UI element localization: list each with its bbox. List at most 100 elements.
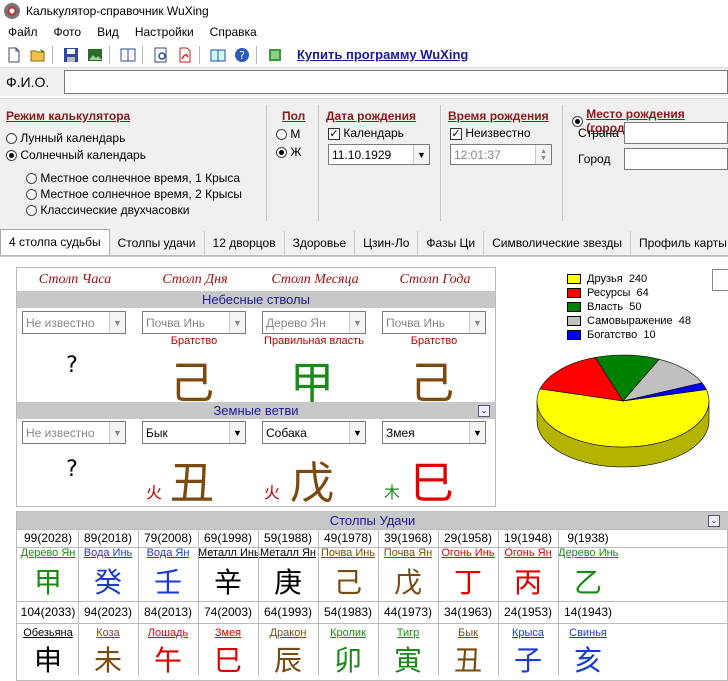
tab-jing-luo[interactable]: Цзин-Ло (355, 231, 419, 255)
menu-settings[interactable]: Настройки (134, 25, 194, 39)
help-book-icon[interactable] (208, 45, 228, 65)
legend-value: 240 (628, 273, 648, 285)
luck-branch-name[interactable]: Крыса (511, 627, 545, 639)
opt3-radio[interactable]: Классические двухчасовки (26, 203, 190, 217)
calendar-checkbox[interactable]: ✓ Календарь (328, 126, 404, 140)
luck-branch-age: 64(1993) (263, 605, 313, 619)
radio-indicator[interactable] (26, 205, 37, 217)
tab-symbolic-stars[interactable]: Символические звезды (484, 231, 632, 255)
branch-select-day[interactable]: Бык ▼ (142, 421, 246, 444)
luck-stem-name[interactable]: Почва Инь (320, 547, 376, 559)
collapse-icon[interactable]: ⌄ (708, 515, 720, 527)
luck-branch-char: 辰 (273, 644, 302, 677)
branch-select-month[interactable]: Собака ▼ (262, 421, 366, 444)
radio-indicator[interactable] (26, 189, 37, 201)
legend-swatch (567, 316, 581, 326)
tab-12-palaces[interactable]: 12 дворцов (205, 231, 285, 255)
luck-branch-name[interactable]: Свинья (569, 627, 607, 639)
luck-stem-name[interactable]: Дерево Ян (20, 547, 76, 559)
luck-branch-name[interactable]: Бык (458, 627, 478, 639)
radio-indicator[interactable] (572, 115, 583, 127)
tab-luck-pillars[interactable]: Столпы удачи (110, 231, 205, 255)
collapse-icon[interactable]: ⌄ (478, 405, 490, 417)
buy-program-link[interactable]: Купить программу WuXing (297, 47, 469, 62)
radio-indicator[interactable] (276, 129, 287, 141)
birthplace-radio[interactable]: Место рождения (город) (572, 107, 728, 135)
save-icon[interactable] (61, 45, 81, 65)
birthtime-spinner[interactable]: 12:01:37 ▲ ▼ (450, 144, 552, 165)
menu-help[interactable]: Справка (209, 25, 257, 39)
stem-select-day[interactable]: Почва Инь ▼ (142, 311, 246, 334)
window-title: Калькулятор-справочник WuXing (26, 4, 209, 18)
luck-stem-name[interactable]: Огонь Инь (441, 547, 495, 559)
luck-stem-name[interactable]: Вода Ян (146, 547, 190, 559)
luck-branch-name[interactable]: Коза (96, 627, 120, 639)
opt2-radio[interactable]: Местное солнечное время, 2 Крысы (26, 187, 242, 201)
solar-radio[interactable]: Солнечный календарь (6, 148, 146, 162)
svg-text:?: ? (239, 49, 245, 62)
country-input[interactable] (624, 122, 728, 144)
birthplace-title: Место рождения (город) (586, 107, 685, 135)
book-icon[interactable] (118, 45, 138, 65)
radio-indicator[interactable] (26, 173, 37, 185)
sex-m-radio[interactable]: М (276, 127, 300, 141)
branch-select-value: Змея (386, 425, 415, 440)
tab-chart-profile[interactable]: Профиль карты (631, 231, 728, 255)
checkbox-indicator[interactable]: ✓ (450, 127, 462, 140)
chevron-down-icon[interactable]: ▼ (349, 312, 365, 333)
chevron-down-icon[interactable]: ▼ (469, 422, 485, 443)
luck-branch-name[interactable]: Змея (214, 627, 242, 639)
radio-indicator[interactable] (6, 133, 17, 145)
preview-icon[interactable] (151, 45, 171, 65)
luck-stem-name[interactable]: Дерево Инь (558, 547, 619, 559)
city-input[interactable] (624, 148, 728, 170)
time-unknown-checkbox[interactable]: ✓ Неизвестно (450, 126, 531, 140)
fio-input[interactable] (64, 70, 728, 94)
radio-indicator[interactable] (6, 150, 17, 162)
luck-stem-name[interactable]: Почва Ян (383, 547, 433, 559)
legend-item: Власть 50 (567, 301, 642, 313)
stem-select-hour[interactable]: Не известно ▼ (22, 311, 126, 334)
tab-health[interactable]: Здоровье (285, 231, 356, 255)
luck-stem-name[interactable]: Огонь Ян (504, 547, 552, 559)
chevron-down-icon[interactable]: ▼ (109, 312, 125, 333)
opt1-radio[interactable]: Местное солнечное время, 1 Крыса (26, 171, 240, 185)
help-icon[interactable]: ? (232, 45, 252, 65)
lunar-radio[interactable]: Лунный календарь (6, 131, 125, 145)
side-combo[interactable] (712, 269, 728, 291)
luck-stem-name[interactable]: Вода Инь (83, 547, 133, 559)
luck-branch-name[interactable]: Кролик (330, 627, 366, 639)
radio-indicator[interactable] (276, 147, 287, 159)
chevron-down-icon[interactable]: ▼ (229, 422, 245, 443)
chevron-down-icon[interactable]: ▼ (229, 312, 245, 333)
image-icon[interactable] (85, 45, 105, 65)
notes-icon[interactable] (265, 45, 285, 65)
branch-select-hour[interactable]: Не известно ▼ (22, 421, 126, 444)
luck-branch-name[interactable]: Лошадь (147, 627, 189, 639)
new-icon[interactable] (4, 45, 24, 65)
sex-f-radio[interactable]: Ж (276, 145, 301, 159)
checkbox-indicator[interactable]: ✓ (328, 127, 340, 140)
tab-four-pillars[interactable]: 4 столпа судьбы (0, 229, 110, 255)
chevron-down-icon[interactable]: ▼ (413, 145, 429, 164)
open-icon[interactable] (28, 45, 48, 65)
luck-stem-name[interactable]: Металл Инь (198, 547, 260, 559)
stem-select-month[interactable]: Дерево Ян ▼ (262, 311, 366, 334)
birthdate-picker[interactable]: 11.10.1929 ▼ (328, 144, 430, 165)
luck-branch-name[interactable]: Обезьяна (23, 627, 73, 639)
tab-qi-phases[interactable]: Фазы Ци (418, 231, 485, 255)
chevron-down-icon[interactable]: ▼ (109, 422, 125, 443)
luck-branch-name[interactable]: Дракон (269, 627, 307, 639)
chevron-down-icon[interactable]: ▼ (349, 422, 365, 443)
stem-select-year[interactable]: Почва Инь ▼ (382, 311, 486, 334)
luck-stem-name[interactable]: Металл Ян (260, 547, 316, 559)
menu-photo[interactable]: Фото (53, 25, 82, 39)
luck-branch-name[interactable]: Тигр (396, 627, 420, 639)
menu-file[interactable]: Файл (8, 25, 38, 39)
spinner-arrows-icon[interactable]: ▲ ▼ (535, 145, 551, 164)
pdf-icon[interactable] (175, 45, 195, 65)
stem-select-value: Не известно (26, 315, 95, 330)
chevron-down-icon[interactable]: ▼ (469, 312, 485, 333)
menu-view[interactable]: Вид (97, 25, 119, 39)
branch-select-year[interactable]: Змея ▼ (382, 421, 486, 444)
